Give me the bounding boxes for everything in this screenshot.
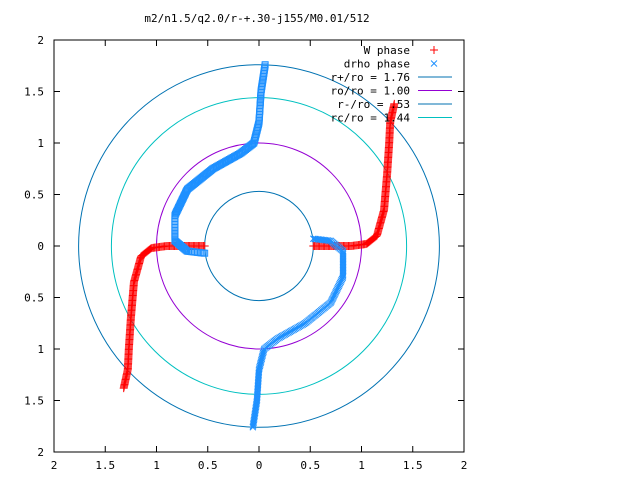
drho-phase-point (172, 238, 180, 246)
w-phase-point (138, 251, 147, 260)
drho-phase-point (249, 422, 257, 430)
w-phase-points (119, 99, 399, 393)
drho-phase-point (261, 61, 269, 69)
x-tick-label: 1.5 (95, 459, 115, 472)
y-tick-labels: 2 1.5 1 0.5 0 0.5 1 1.5 2 (24, 34, 44, 459)
x-tick-label: 0.5 (300, 459, 320, 472)
legend-label: ro/ro = 1.00 (331, 85, 410, 98)
circle-0 (78, 64, 440, 428)
chart-title: m2/n1.5/q2.0/r-+.30-j155/M0.01/512 (144, 12, 369, 25)
y-tick-label: 1 (37, 137, 44, 150)
legend-label: r+/ro = 1.76 (331, 71, 410, 84)
circle-1 (156, 142, 362, 350)
x-tick-label: 2 (51, 459, 58, 472)
x-tick-label: 0.5 (198, 459, 218, 472)
x-tick-label: 0 (256, 459, 263, 472)
w-phase-point (430, 46, 438, 54)
x-tick-label: 1.5 (403, 459, 423, 472)
w-phase-point (371, 232, 380, 241)
drho-phase-point (249, 140, 257, 148)
y-tick-label: 0.5 (24, 292, 44, 305)
y-tick-label: 0 (37, 240, 44, 253)
axis-ticks (53, 39, 465, 453)
circle-2 (204, 190, 314, 302)
legend-label: drho phase (344, 58, 410, 71)
legend-label: W phase (364, 44, 410, 57)
x-tick-label: 1 (153, 459, 160, 472)
y-tick-label: 1.5 (24, 86, 44, 99)
drho-phase-point (249, 423, 257, 431)
w-phase-point (119, 384, 128, 393)
drho-phase-point (339, 271, 347, 279)
legend-label: r-/ro = .53 (337, 98, 410, 111)
drho-phase-point (324, 237, 332, 244)
y-tick-label: 2 (37, 34, 44, 47)
y-tick-label: 1 (37, 343, 44, 356)
legend-label: rc/ro = 1.44 (331, 112, 411, 125)
x-tick-label: 2 (461, 459, 468, 472)
w-phase-point (390, 99, 399, 108)
drho-phase-point (430, 60, 438, 67)
x-tick-label: 1 (358, 459, 365, 472)
y-tick-label: 1.5 (24, 395, 44, 408)
y-tick-label: 0.5 (24, 189, 44, 202)
drho-phase-points (171, 61, 347, 431)
y-tick-label: 2 (37, 446, 44, 459)
x-tick-labels: 2 1.5 1 0.5 0 0.5 1 1.5 2 (51, 459, 468, 472)
